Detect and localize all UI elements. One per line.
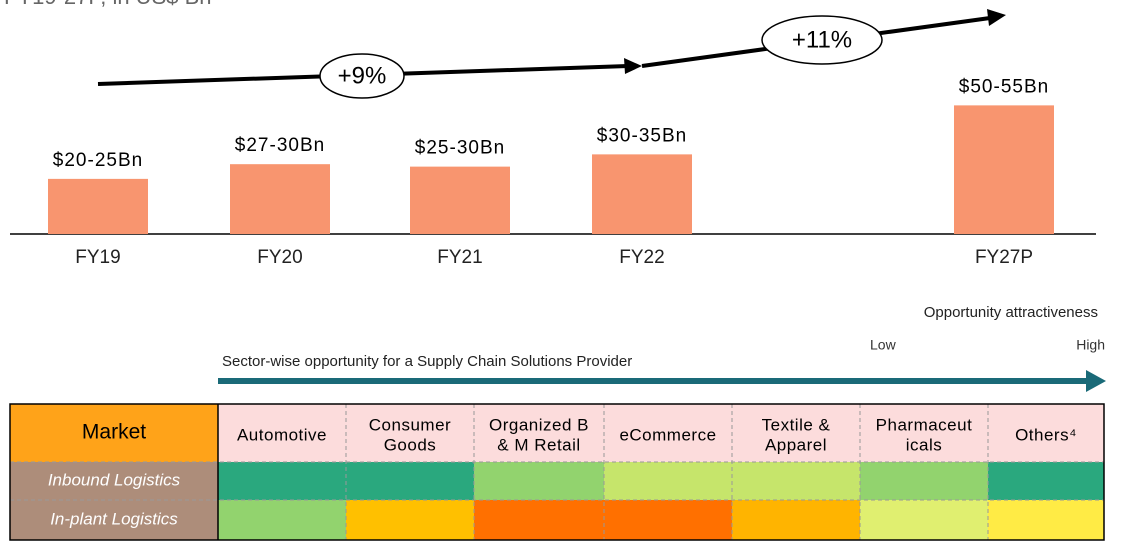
- column-header: Automotive: [237, 425, 327, 444]
- legend-title: Opportunity attractiveness: [924, 304, 1098, 321]
- rating-cell: [346, 500, 474, 540]
- rating-cell: [474, 500, 604, 540]
- column-header-cell: [988, 404, 1104, 462]
- rating-cell: [988, 462, 1104, 500]
- x-tick-label: FY27P: [975, 247, 1033, 268]
- value-label: $25-30Bn: [415, 138, 505, 159]
- column-header-cell: [346, 404, 474, 462]
- rating-cell: [346, 462, 474, 500]
- annotation-bubble: [761, 15, 883, 65]
- rating-cell: [218, 462, 346, 500]
- legend-high: High: [1076, 337, 1105, 353]
- column-header: Others⁴: [1015, 425, 1077, 444]
- legend-caption: Sector-wise opportunity for a Supply Cha…: [222, 353, 632, 370]
- bar: [230, 164, 330, 234]
- column-header: eCommerce: [619, 425, 716, 444]
- rating-cell: [218, 500, 346, 540]
- bar: [954, 105, 1054, 234]
- annotation: +9%: [338, 62, 387, 89]
- table-border: [9, 403, 1105, 541]
- column-header-cell: [604, 404, 732, 462]
- rating-cell: [988, 500, 1104, 540]
- column-header: Pharmaceut: [876, 415, 973, 434]
- value-label: $27-30Bn: [235, 135, 325, 156]
- column-header-cell: [732, 404, 860, 462]
- row-label-cell: [10, 462, 218, 500]
- arrow-head: [624, 58, 642, 74]
- column-header: Apparel: [765, 435, 827, 454]
- arrow-head: [1086, 370, 1106, 392]
- x-tick-label: FY22: [619, 247, 664, 268]
- column-header: & M Retail: [497, 435, 580, 454]
- column-header-cell: [860, 404, 988, 462]
- rating-cell: [474, 462, 604, 500]
- rating-cell: [860, 462, 988, 500]
- value-label: $30-35Bn: [597, 125, 687, 146]
- arrow-head: [987, 9, 1006, 26]
- chart-title: FY19-27P, in US$ Bn: [4, 0, 212, 9]
- rating-cell: [604, 462, 732, 500]
- value-label: $50-55Bn: [959, 76, 1049, 97]
- rating-cell: [732, 462, 860, 500]
- row-label: In-plant Logistics: [50, 509, 178, 528]
- column-header: Goods: [384, 435, 437, 454]
- x-tick-label: FY19: [75, 247, 120, 268]
- column-header-cell: [218, 404, 346, 462]
- trend-arrows: +9% +11%: [97, 9, 1006, 99]
- row-label: Inbound Logistics: [48, 470, 181, 489]
- rating-cell: [732, 500, 860, 540]
- column-header: Textile &: [762, 415, 831, 434]
- header-label: Market: [82, 421, 146, 444]
- value-label: $20-25Bn: [53, 150, 143, 171]
- row-label-cell: [10, 500, 218, 540]
- column-header: Consumer: [369, 415, 451, 434]
- column-header-cell: [474, 404, 604, 462]
- rating-cell: [860, 500, 988, 540]
- column-header: Organized B: [489, 415, 589, 434]
- bar: [592, 154, 692, 234]
- header-cell: [10, 404, 218, 462]
- column-header: icals: [906, 435, 943, 454]
- rating-cell: [604, 500, 732, 540]
- x-tick-label: FY21: [437, 247, 482, 268]
- bar: [48, 178, 148, 234]
- legend-low: Low: [870, 337, 897, 353]
- annotation-bubble: [319, 53, 405, 99]
- bar: [410, 166, 510, 234]
- x-tick-label: FY20: [257, 247, 302, 268]
- annotation: +11%: [792, 26, 852, 53]
